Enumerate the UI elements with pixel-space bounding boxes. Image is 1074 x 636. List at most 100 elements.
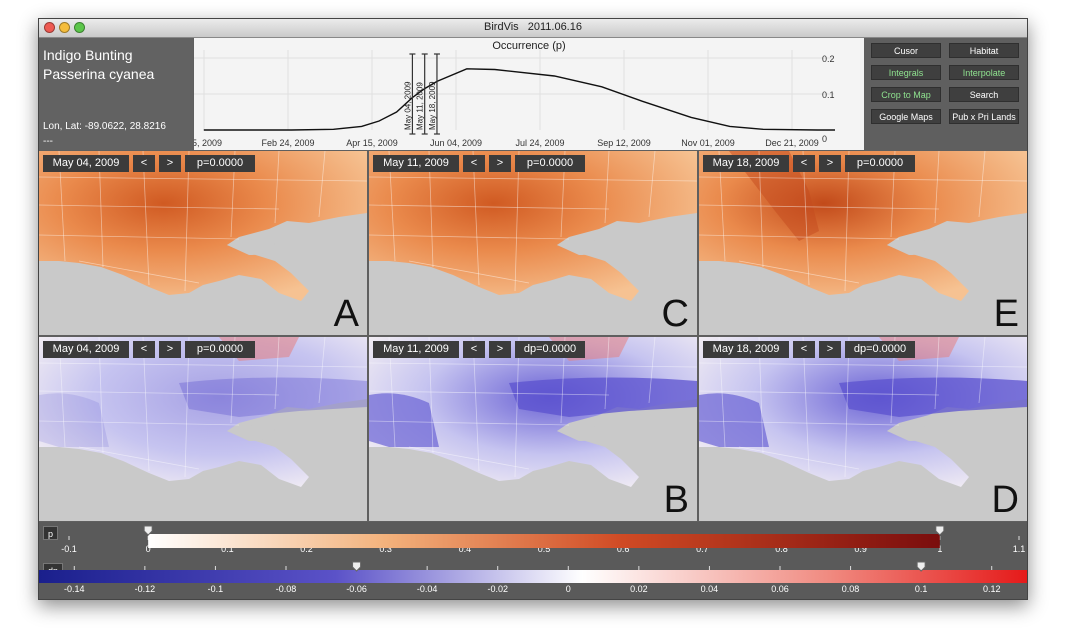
next-button[interactable]: > [489,341,511,358]
map-d[interactable] [699,337,1027,521]
scale-tick-label: -0.1 [61,544,77,554]
scale-tick-label: 0.4 [459,544,472,554]
next-button[interactable]: > [819,341,841,358]
chart-x-tick: Sep 12, 2009 [597,138,651,148]
control-button-cusor[interactable]: Cusor [871,43,941,58]
lake [887,239,935,255]
negative-region [39,393,109,447]
next-button[interactable]: > [159,155,181,172]
app-name: BirdVis [484,21,519,33]
lake [557,239,605,255]
control-button-pub-x-pri-lands[interactable]: Pub x Pri Lands [949,109,1019,124]
county-border [184,337,190,478]
county-border [472,337,480,472]
county-border [78,260,200,284]
land-area [369,337,697,487]
prev-button[interactable]: < [463,341,485,358]
map-panel-f[interactable]: May 04, 2009 < > p=0.0000 [39,337,367,521]
occurrence-line [203,68,835,131]
time-marker[interactable]: May 04, 2009 [403,53,416,135]
panel-letter-label: C [661,293,689,335]
scale-tick-label: 0.12 [983,584,1001,594]
county-border [844,337,850,478]
map-e[interactable] [699,151,1027,335]
prev-button[interactable]: < [793,341,815,358]
time-marker[interactable]: May 11, 2009 [416,53,428,135]
county-border [699,390,940,396]
scale-tick-label: 0.1 [915,584,928,594]
county-border [802,337,810,472]
minimize-button[interactable] [59,22,70,33]
control-button-integrals[interactable]: Integrals [871,65,941,80]
dp-scale[interactable]: dp -0.14-0.12-0.1-0.08-0.06-0.04-0.0200.… [39,560,1027,599]
dp-scale-bar[interactable]: -0.14 -0.12 -0.1 -0.08 -0.06 -0.04 -0.02 0 0.02 0… [39,560,1027,599]
negative-band [179,377,367,417]
county-border [39,420,240,426]
p-scale[interactable]: p -0.1 0 0.1 0.2 0.3 0.4 0.5 0.6 0.7 0.8 0.9 1 1.1 [39,522,1027,560]
county-border [738,446,860,470]
prev-button[interactable]: < [133,155,155,172]
zoom-button[interactable] [74,22,85,33]
prev-button[interactable]: < [793,155,815,172]
occurrence-chart-svg[interactable]: Occurrence (p) May 04, 2009 May 11, 2009 Ma… [194,38,864,150]
county-border [648,151,656,218]
map-a[interactable] [39,151,367,335]
map-panel-b[interactable]: May 11, 2009 < > dp=0.0000 B [369,337,697,521]
panel-value: dp=0.0000 [845,341,915,358]
next-button[interactable]: > [819,155,841,172]
county-border [318,151,326,218]
occurrence-chart[interactable]: Occurrence (p) May 04, 2009 May 11, 2009 Ma… [194,38,864,150]
chart-y-tick: 0.2 [822,54,835,64]
scale-tick-label: 0.8 [775,544,788,554]
map-panel-d[interactable]: May 18, 2009 < > dp=0.0000 D [699,337,1027,521]
prev-button[interactable]: < [463,155,485,172]
prev-button[interactable]: < [133,341,155,358]
county-border [39,362,367,368]
county-border [142,337,150,472]
control-button-search[interactable]: Search [949,87,1019,102]
dp-slider-knob[interactable] [916,561,926,572]
map-b[interactable] [369,337,697,521]
time-marker-label: May 04, 2009 [403,81,412,130]
negative-region [699,393,769,447]
dp-slider-knob[interactable] [352,561,362,572]
county-border [408,446,530,470]
time-marker[interactable]: May 18, 2009 [428,53,440,135]
species-latin-name: Passerina cyanea [43,66,155,82]
map-f[interactable] [39,337,367,521]
scale-tick-label: 0.5 [538,544,551,554]
chart-x-tick: Jun 04, 2009 [430,138,482,148]
p-slider-knob[interactable] [143,525,153,536]
county-border [369,176,697,182]
control-button-google-maps[interactable]: Google Maps [871,109,941,124]
county-border [978,337,986,404]
panel-date: May 11, 2009 [373,341,459,358]
negative-band [839,377,1027,417]
county-border [369,234,570,240]
control-button-crop-to-map[interactable]: Crop to Map [871,87,941,102]
land-area [369,151,697,301]
map-panel-a[interactable]: May 04, 2009 < > p=0.0000 A [39,151,367,335]
p-slider-knob[interactable] [935,525,945,536]
next-button[interactable]: > [159,341,181,358]
county-border [514,337,520,478]
control-button-interpolate[interactable]: Interpolate [949,65,1019,80]
close-button[interactable] [44,22,55,33]
panel-date: May 18, 2009 [703,155,789,172]
cursor-extra: --- [43,136,53,147]
chart-x-tick: Feb 24, 2009 [261,138,314,148]
birdvis-window: BirdVis 2011.06.16 Indigo Bunting Passer… [38,18,1028,600]
next-button[interactable]: > [489,155,511,172]
chart-x-tick: Jul 24, 2009 [515,138,564,148]
scale-tick-label: 0.3 [379,544,392,554]
negative-region [369,393,439,447]
map-panel-e[interactable]: May 18, 2009 < > p=0.0000 E [699,151,1027,335]
map-panel-c[interactable]: May 11, 2009 < > p=0.0000 C [369,151,697,335]
control-button-habitat[interactable]: Habitat [949,43,1019,58]
scale-tick-label: 1.1 [1013,544,1026,554]
map-c[interactable] [369,151,697,335]
scale-tick-label: 0.06 [771,584,789,594]
window-title: BirdVis 2011.06.16 [39,21,1027,33]
p-scale-bar[interactable]: -0.1 0 0.1 0.2 0.3 0.4 0.5 0.6 0.7 0.8 0.9 1 1.1 [39,522,1027,560]
lake [227,239,275,255]
